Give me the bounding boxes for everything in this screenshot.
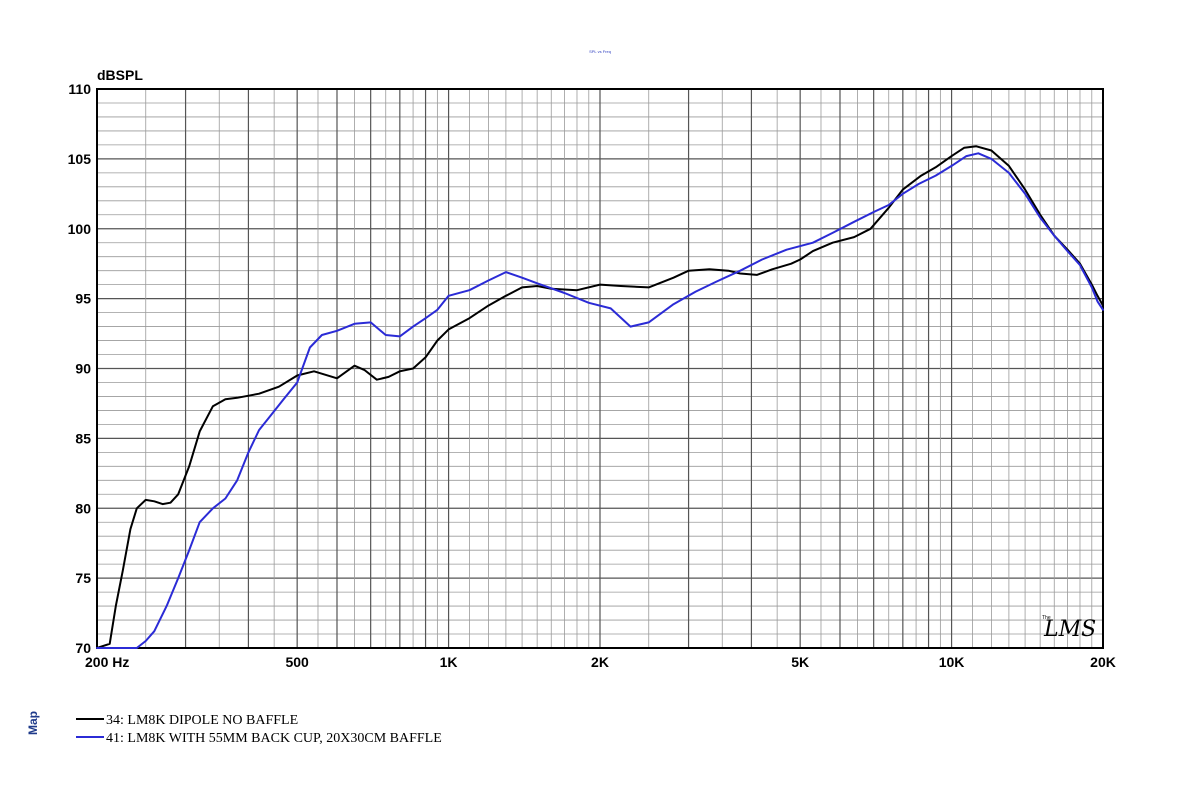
y-tick-label: 100 bbox=[68, 221, 92, 237]
legend: 34: LM8K DIPOLE NO BAFFLE 41: LM8K WITH 5… bbox=[76, 713, 442, 746]
x-tick-label: 1K bbox=[440, 654, 458, 670]
x-tick-label: 2K bbox=[591, 654, 609, 670]
y-tick-label: 105 bbox=[68, 151, 92, 167]
y-tick-label: 70 bbox=[75, 640, 91, 656]
logo-text: LMS bbox=[1043, 617, 1096, 642]
chart-caption: SPL vs Freq bbox=[589, 49, 611, 54]
x-tick-label: 200 Hz bbox=[85, 654, 129, 670]
y-axis-label: dBSPL bbox=[97, 67, 143, 83]
x-tick-label: 20K bbox=[1090, 654, 1116, 670]
plot-frame bbox=[96, 88, 1104, 649]
series-line-1 bbox=[96, 145, 1104, 649]
lms-logo: The LMS bbox=[1042, 615, 1096, 642]
y-tick-label: 75 bbox=[75, 570, 91, 586]
series-group bbox=[96, 145, 1104, 649]
y-tick-label: 110 bbox=[68, 81, 91, 97]
y-axis-ticks: 110 105 100 95 90 85 80 75 70 bbox=[68, 81, 92, 656]
x-axis-ticks: 200 Hz 500 1K 2K 5K 10K 20K bbox=[85, 654, 1116, 670]
x-tick-label: 5K bbox=[791, 654, 809, 670]
y-tick-label: 85 bbox=[75, 430, 91, 446]
grid bbox=[96, 88, 1104, 649]
x-tick-label: 10K bbox=[939, 654, 965, 670]
y-tick-label: 90 bbox=[75, 361, 91, 377]
x-tick-label: 500 bbox=[285, 654, 309, 670]
logo-prefix: The bbox=[1042, 615, 1051, 621]
y-tick-label: 95 bbox=[75, 291, 91, 307]
legend-label-1: 34: LM8K DIPOLE NO BAFFLE bbox=[106, 713, 298, 728]
legend-label-2: 41: LM8K WITH 55MM BACK CUP, 20X30CM BAF… bbox=[106, 731, 442, 746]
series-line-2 bbox=[96, 152, 1104, 649]
y-tick-label: 80 bbox=[75, 500, 91, 516]
